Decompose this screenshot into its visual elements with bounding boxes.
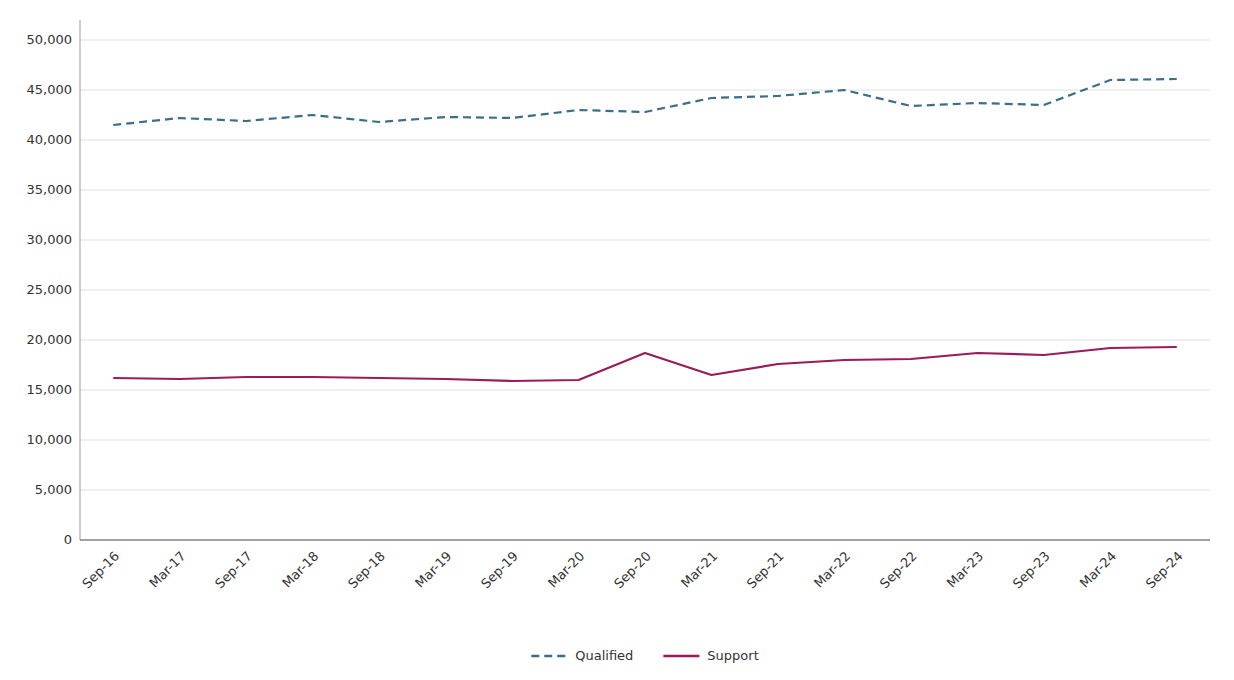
- x-tick-label: Mar-24: [1077, 548, 1119, 590]
- x-tick-label: Mar-18: [279, 548, 321, 590]
- grid-line: [80, 340, 1210, 341]
- grid-line: [80, 490, 1210, 491]
- legend-label: Qualified: [575, 648, 633, 663]
- chart: 0 5,000 10,000 15,000 20,000 25,000 30,000 35,0…: [0, 0, 1234, 680]
- grid-line: [80, 140, 1210, 141]
- y-tick-label: 5,000: [35, 482, 72, 497]
- x-tick-label: Mar-21: [678, 548, 720, 590]
- grid-line: [80, 440, 1210, 441]
- grid-line: [80, 190, 1210, 191]
- x-tick-label: Sep-24: [1143, 548, 1186, 591]
- grid-line: [80, 290, 1210, 291]
- y-grid: 0 5,000 10,000 15,000 20,000 25,000 30,000 35,0…: [27, 32, 1211, 547]
- x-tick-label: Sep-23: [1010, 548, 1053, 591]
- x-tick-label: Mar-22: [811, 548, 853, 590]
- legend-label: Support: [707, 648, 758, 663]
- x-tick-label: Sep-22: [877, 548, 920, 591]
- legend: Qualified Support: [531, 648, 759, 663]
- y-axis-line: [80, 20, 81, 540]
- legend-swatch: [531, 655, 567, 658]
- series-group: [113, 79, 1177, 381]
- x-tick-label: Sep-16: [79, 548, 122, 591]
- x-tick-label: Mar-19: [412, 548, 454, 590]
- y-tick-label: 25,000: [27, 282, 73, 297]
- y-tick-label: 15,000: [27, 382, 73, 397]
- grid-line: [80, 390, 1210, 391]
- y-tick-label: 40,000: [27, 132, 73, 147]
- y-tick-label: 30,000: [27, 232, 73, 247]
- legend-item: Support: [663, 648, 758, 663]
- y-tick-label: 50,000: [27, 32, 73, 47]
- x-tick-label: Sep-20: [611, 548, 654, 591]
- x-tick-label: Sep-18: [345, 548, 388, 591]
- x-tick-label: Sep-17: [212, 548, 255, 591]
- grid-line: [80, 240, 1210, 241]
- x-tick-label: Sep-21: [744, 548, 787, 591]
- grid-line: [80, 40, 1210, 41]
- y-tick-label: 0: [64, 532, 72, 547]
- x-axis: Sep-16 Mar-17 Sep-17 Mar-18 Sep-18 Mar-19 Sep-…: [79, 548, 1185, 591]
- x-tick-label: Mar-17: [146, 548, 188, 590]
- x-tick-label: Mar-20: [545, 548, 587, 590]
- grid-line: [80, 90, 1210, 91]
- series-line: [113, 79, 1177, 125]
- y-tick-label: 10,000: [27, 432, 73, 447]
- y-tick-label: 35,000: [27, 182, 73, 197]
- y-tick-label: 20,000: [27, 332, 73, 347]
- grid-line: [80, 540, 1210, 541]
- x-tick-label: Mar-23: [944, 548, 986, 590]
- legend-item: Qualified: [531, 648, 633, 663]
- series-line: [113, 347, 1177, 381]
- x-axis-line: [80, 540, 1210, 541]
- legend-swatch: [663, 655, 699, 658]
- x-tick-label: Sep-19: [478, 548, 521, 591]
- y-tick-label: 45,000: [27, 82, 73, 97]
